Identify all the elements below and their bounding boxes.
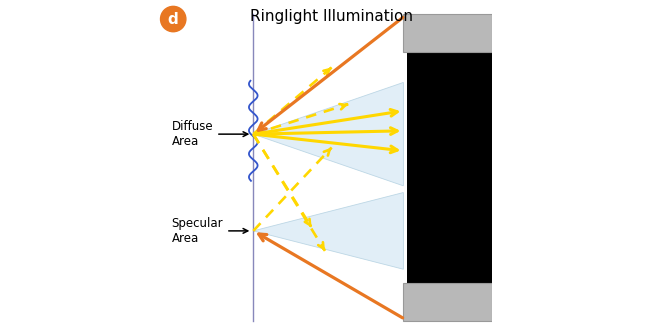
Circle shape [161, 6, 186, 32]
Polygon shape [254, 82, 404, 186]
Text: Diffuse
Area: Diffuse Area [172, 120, 248, 148]
Bar [404, 283, 492, 321]
Bar [407, 36, 492, 299]
Text: d: d [168, 11, 179, 26]
Polygon shape [254, 193, 404, 269]
Text: Ringlight Illumination: Ringlight Illumination [250, 9, 413, 24]
Bar [404, 14, 492, 52]
Text: Specular
Area: Specular Area [172, 217, 248, 245]
